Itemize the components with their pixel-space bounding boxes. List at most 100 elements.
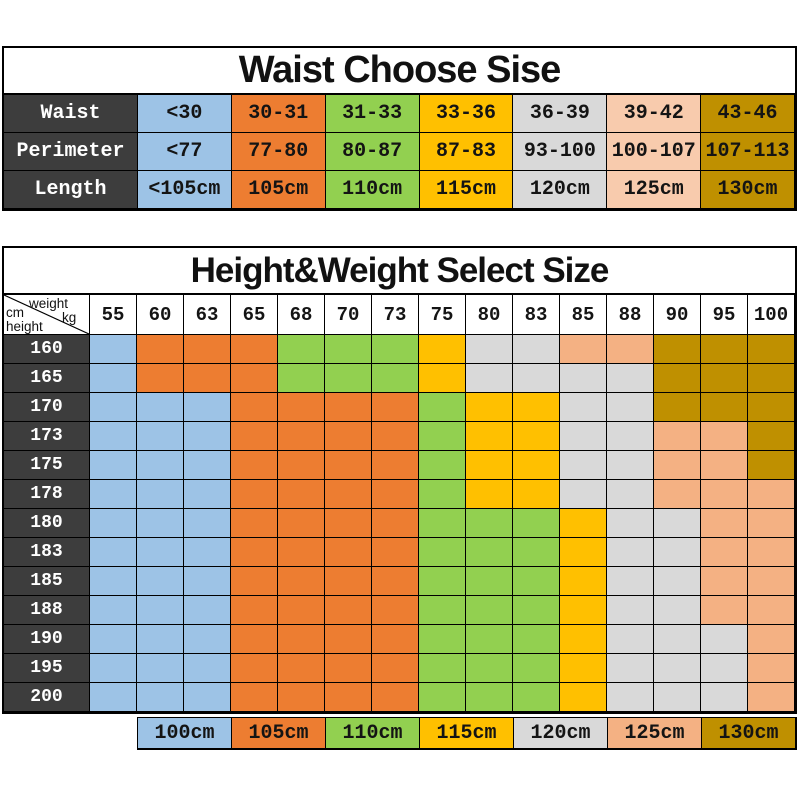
size-color-cell (137, 567, 184, 596)
size-color-cell (90, 451, 137, 480)
size-color-legend: 100cm 105cm 110cm 115cm 120cm 125cm 130cm (137, 717, 797, 750)
weight-column-header: 73 (372, 295, 419, 335)
size-color-cell (325, 625, 372, 654)
size-color-cell (419, 625, 466, 654)
size-color-cell (90, 596, 137, 625)
size-color-cell (466, 480, 513, 509)
size-color-cell (372, 335, 419, 364)
size-color-cell (513, 335, 560, 364)
size-color-cell (231, 625, 278, 654)
size-color-cell (372, 625, 419, 654)
size-color-cell (419, 538, 466, 567)
corner-label-cm: cm (6, 305, 24, 320)
size-color-cell (607, 393, 654, 422)
size-color-cell (701, 654, 748, 683)
waist-value-cell: 100-107 (607, 133, 702, 171)
waist-value-cell: 115cm (419, 171, 514, 209)
size-color-cell (748, 538, 795, 567)
size-color-cell (184, 538, 231, 567)
size-color-cell (137, 364, 184, 393)
waist-value-cell: 107-113 (701, 133, 795, 171)
size-color-cell (231, 654, 278, 683)
size-color-cell (560, 451, 607, 480)
waist-value-cell: <105cm (138, 171, 232, 209)
size-color-cell (137, 393, 184, 422)
size-color-cell (607, 422, 654, 451)
height-row: 160 (4, 335, 795, 364)
size-color-cell (560, 364, 607, 393)
size-color-cell (466, 567, 513, 596)
size-color-cell (466, 683, 513, 712)
size-color-cell (466, 335, 513, 364)
height-row: 180 (4, 509, 795, 538)
size-color-cell (137, 683, 184, 712)
size-color-cell (372, 393, 419, 422)
size-color-cell (560, 509, 607, 538)
size-color-cell (325, 451, 372, 480)
size-color-cell (654, 625, 701, 654)
size-color-cell (325, 480, 372, 509)
size-color-cell (654, 596, 701, 625)
size-color-cell (325, 364, 372, 393)
waist-size-table: Waist Choose Sise Waist <30 30-31 31-33 33-3… (2, 46, 797, 211)
size-color-cell (278, 480, 325, 509)
size-color-cell (372, 654, 419, 683)
size-color-cell (654, 364, 701, 393)
height-row: 195 (4, 654, 795, 683)
size-color-cell (184, 335, 231, 364)
size-color-cell (137, 654, 184, 683)
size-color-cell (607, 335, 654, 364)
waist-table-row: Perimeter <77 77-80 80-87 87-83 93-100 100-107… (4, 133, 795, 171)
waist-value-cell: <77 (138, 133, 232, 171)
size-color-cell (513, 422, 560, 451)
height-row: 190 (4, 625, 795, 654)
waist-value-cell: 105cm (231, 171, 326, 209)
size-color-cell (560, 596, 607, 625)
weight-column-header: 75 (419, 295, 466, 335)
waist-row-label: Perimeter (4, 133, 138, 171)
height-row-label: 170 (4, 393, 90, 422)
waist-table-title: Waist Choose Sise (4, 48, 795, 95)
height-row-label: 165 (4, 364, 90, 393)
size-color-cell (466, 422, 513, 451)
legend-item: 115cm (420, 718, 514, 749)
size-color-cell (184, 567, 231, 596)
size-color-cell (184, 683, 231, 712)
size-color-cell (137, 480, 184, 509)
size-color-cell (607, 596, 654, 625)
size-color-cell (654, 567, 701, 596)
waist-value-cell: 43-46 (701, 95, 795, 133)
size-color-cell (372, 364, 419, 393)
size-color-cell (701, 683, 748, 712)
size-color-cell (231, 567, 278, 596)
size-color-cell (90, 364, 137, 393)
corner-label-kg: kg (62, 310, 77, 325)
size-color-cell (137, 422, 184, 451)
size-color-cell (90, 538, 137, 567)
size-color-cell (654, 451, 701, 480)
size-color-cell (560, 480, 607, 509)
size-color-cell (278, 509, 325, 538)
size-color-cell (419, 480, 466, 509)
height-row-label: 180 (4, 509, 90, 538)
size-color-cell (231, 335, 278, 364)
legend-item: 130cm (702, 718, 796, 749)
size-color-cell (607, 567, 654, 596)
size-color-cell (513, 683, 560, 712)
size-color-cell (184, 364, 231, 393)
waist-value-cell: 125cm (607, 171, 702, 209)
size-color-cell (278, 596, 325, 625)
waist-value-cell: 39-42 (607, 95, 702, 133)
size-color-cell (372, 567, 419, 596)
height-row: 185 (4, 567, 795, 596)
waist-value-cell: 31-33 (325, 95, 420, 133)
size-color-cell (560, 538, 607, 567)
size-color-cell (513, 480, 560, 509)
size-color-cell (372, 422, 419, 451)
size-color-cell (419, 567, 466, 596)
diagonal-divider-line (4, 295, 89, 334)
corner-label-weight: weight (29, 296, 69, 311)
size-color-cell (278, 625, 325, 654)
size-color-cell (513, 509, 560, 538)
